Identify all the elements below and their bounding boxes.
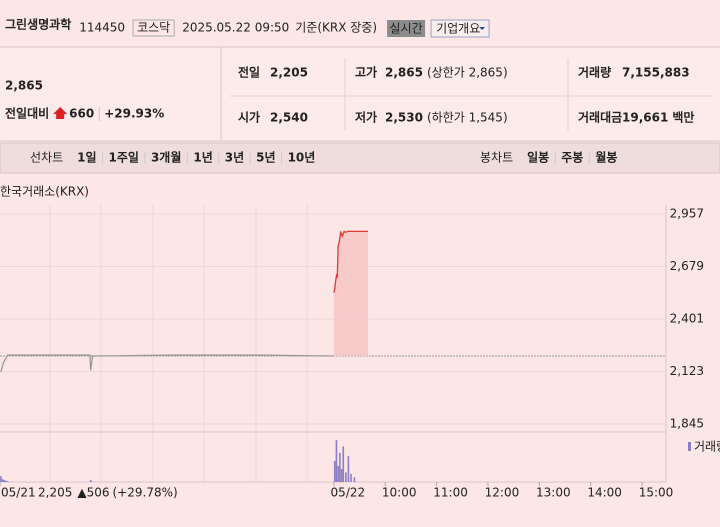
info-change: ▲506	[77, 486, 109, 500]
chart-source: 한국거래소(KRX)	[0, 185, 89, 199]
stat-label: 고가	[355, 65, 377, 80]
volume-legend-swatch	[688, 442, 691, 451]
company-info-label[interactable]: 기업개요	[436, 22, 480, 36]
period-tab[interactable]: 주봉	[561, 151, 583, 165]
realtime-button-label[interactable]: 실시간	[390, 22, 423, 36]
dropdown-arrow	[479, 27, 486, 30]
volume-bar	[353, 477, 356, 482]
company-info-button[interactable]	[430, 19, 490, 38]
volume-bar	[350, 473, 352, 482]
volume-bar	[340, 469, 343, 482]
period-tab[interactable]: 3년	[225, 151, 244, 165]
volume-bar	[5, 480, 7, 482]
x-tick-label: 13:00	[536, 486, 571, 500]
volume-bar	[1, 479, 4, 482]
info-price: 2,205	[38, 486, 72, 500]
basis: 기준(KRX 장중)	[295, 21, 377, 35]
volume-bar	[335, 440, 338, 482]
volume-bar	[89, 480, 92, 482]
stat-unit: 백만	[672, 110, 694, 125]
datetime: 2025.05.22 09:50	[182, 21, 289, 35]
volume-bar	[337, 465, 339, 482]
tab-label[interactable]: 선차트	[30, 151, 63, 165]
stat-value: 2,205	[270, 66, 308, 80]
stock-name: 그린생명과학	[5, 17, 71, 32]
volume-bar	[3, 480, 6, 482]
period-tab[interactable]: 월봉	[595, 150, 617, 165]
stat-note: (하한가 1,545)	[427, 111, 508, 125]
volume-bar	[333, 461, 336, 482]
market-badge	[132, 19, 175, 37]
period-tab[interactable]: 1주일	[109, 151, 139, 165]
quote-panel	[0, 47, 720, 141]
volume-bar	[345, 472, 347, 482]
period-tab[interactable]: 1일	[77, 151, 96, 165]
volume-bar	[347, 456, 350, 482]
stat-note: (상한가 2,865)	[427, 66, 508, 80]
volume-legend: 거래량	[694, 440, 720, 454]
info-change-pct: (+29.78%)	[113, 486, 178, 500]
volume-bar	[0, 476, 2, 482]
period-tab[interactable]: 3개월	[151, 150, 181, 165]
period-tab[interactable]: 10년	[288, 151, 316, 165]
change: 660	[69, 107, 94, 121]
price-line	[0, 354, 334, 373]
stat-label: 거래량	[578, 65, 611, 80]
stat-label: 시가	[238, 110, 260, 125]
price: 2,865	[5, 79, 43, 93]
stat-value: 2,540	[270, 111, 308, 125]
period-tab[interactable]: 일봉	[527, 151, 549, 165]
y-tick-label: 2,679	[670, 259, 704, 273]
x-tick-label: 05/21	[1, 486, 36, 500]
volume-bar	[6, 481, 9, 482]
vertical-grid	[49, 205, 308, 482]
area	[333, 231, 369, 357]
realtime-button[interactable]	[387, 20, 426, 37]
x-tick-label: 11:00	[433, 486, 468, 500]
x-tick-label: 15:00	[639, 486, 674, 500]
volume-bar	[342, 446, 345, 482]
stat-value: 2,530	[385, 111, 423, 125]
price-line	[333, 230, 369, 293]
stat-value: 7,155,883	[622, 66, 690, 80]
stat-value: 19,661	[622, 111, 668, 125]
y-tick-label: 2,401	[670, 312, 704, 326]
x-tick-label: 12:00	[485, 486, 520, 500]
change-pct: +29.93%	[104, 107, 164, 121]
up-icon	[53, 107, 68, 119]
x-tick-label: 05/22	[331, 486, 366, 500]
stat-label: 거래대금	[578, 110, 622, 125]
y-tick-label: 1,845	[670, 417, 704, 431]
change-label: 전일대비	[5, 106, 49, 121]
stat-label: 저가	[355, 110, 377, 125]
stock-code: 114450	[79, 21, 125, 35]
stat-label: 전일	[238, 65, 260, 80]
tab-bar	[0, 142, 720, 174]
volume-bar	[339, 452, 341, 482]
market: 코스닥	[137, 21, 170, 35]
period-tab[interactable]: 1년	[193, 151, 212, 165]
period-tab[interactable]: 5년	[256, 151, 275, 165]
x-tick-label: 10:00	[382, 486, 417, 500]
stat-value: 2,865	[385, 66, 423, 80]
tab-label[interactable]: 봉차트	[480, 151, 513, 165]
y-tick-label: 2,957	[670, 207, 704, 221]
y-tick-label: 2,123	[670, 364, 704, 378]
x-tick-label: 14:00	[587, 486, 622, 500]
